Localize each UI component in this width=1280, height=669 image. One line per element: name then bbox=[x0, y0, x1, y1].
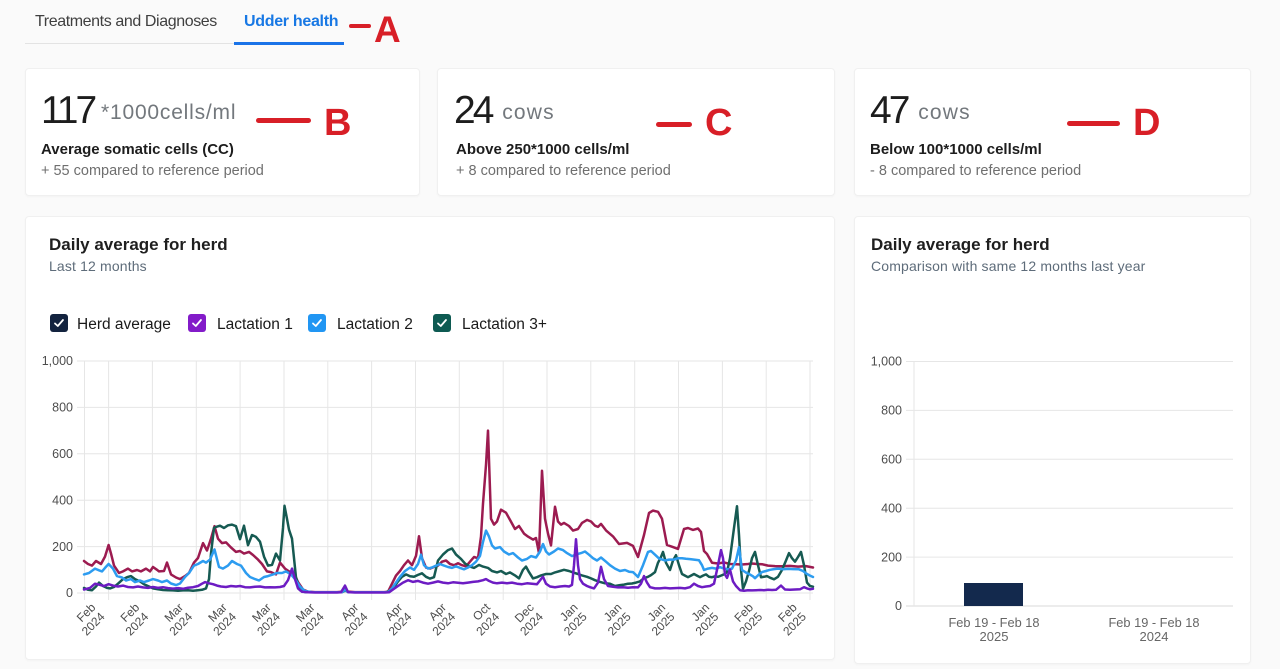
svg-text:Mar2024: Mar2024 bbox=[157, 600, 195, 638]
svg-text:Mar2024: Mar2024 bbox=[289, 600, 327, 638]
svg-text:Mar2024: Mar2024 bbox=[201, 600, 239, 638]
svg-text:Jan2025: Jan2025 bbox=[639, 600, 677, 638]
svg-text:Feb2024: Feb2024 bbox=[70, 600, 108, 638]
svg-text:0: 0 bbox=[895, 599, 902, 613]
svg-text:Apr2024: Apr2024 bbox=[420, 600, 458, 638]
svg-text:1,000: 1,000 bbox=[871, 355, 902, 369]
svg-text:2025: 2025 bbox=[980, 629, 1009, 644]
svg-text:600: 600 bbox=[52, 447, 73, 461]
svg-text:400: 400 bbox=[881, 501, 902, 515]
svg-text:200: 200 bbox=[881, 550, 902, 564]
svg-text:800: 800 bbox=[881, 404, 902, 418]
svg-text:Apr2024: Apr2024 bbox=[333, 600, 371, 638]
svg-text:Mar2024: Mar2024 bbox=[245, 600, 283, 638]
svg-text:Jan2025: Jan2025 bbox=[552, 600, 590, 638]
svg-text:Feb 19 - Feb 18: Feb 19 - Feb 18 bbox=[948, 615, 1039, 630]
svg-text:Jan2025: Jan2025 bbox=[596, 600, 634, 638]
svg-text:600: 600 bbox=[881, 453, 902, 467]
svg-text:Oct2024: Oct2024 bbox=[464, 600, 502, 638]
svg-text:0: 0 bbox=[66, 586, 73, 600]
svg-text:400: 400 bbox=[52, 493, 73, 507]
svg-text:Jan2025: Jan2025 bbox=[683, 600, 721, 638]
svg-text:Feb2024: Feb2024 bbox=[113, 600, 151, 638]
svg-text:Feb2025: Feb2025 bbox=[727, 600, 765, 638]
svg-text:200: 200 bbox=[52, 540, 73, 554]
svg-text:Dec2024: Dec2024 bbox=[508, 600, 546, 638]
svg-text:2024: 2024 bbox=[1140, 629, 1169, 644]
svg-text:Feb 19 - Feb 18: Feb 19 - Feb 18 bbox=[1108, 615, 1199, 630]
svg-text:1,000: 1,000 bbox=[42, 354, 73, 368]
svg-text:Feb2025: Feb2025 bbox=[771, 600, 809, 638]
svg-text:Apr2024: Apr2024 bbox=[376, 600, 414, 638]
svg-text:800: 800 bbox=[52, 401, 73, 415]
